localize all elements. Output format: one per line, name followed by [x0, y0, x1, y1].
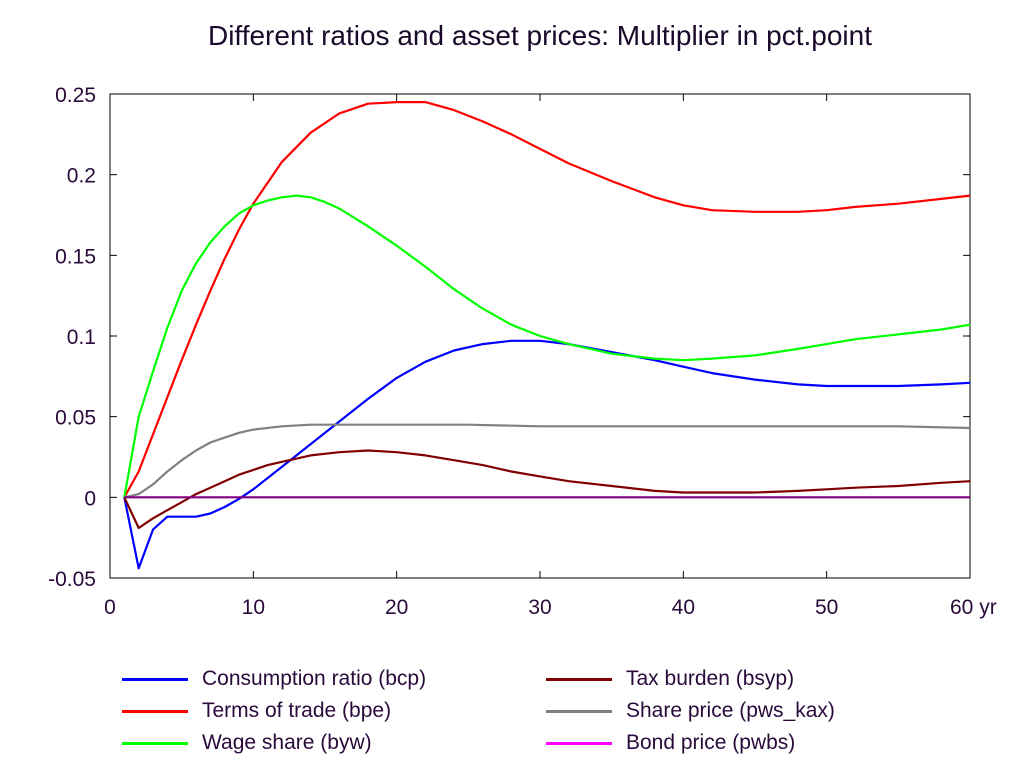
legend-label: Consumption ratio (bcp)	[202, 667, 427, 690]
x-tick-label: 60 yr	[950, 596, 997, 619]
x-tick-label: 30	[528, 596, 551, 619]
legend-item-tax-burden: Tax burden (bsyp)	[546, 664, 794, 694]
chart-ticks: -0.05 0 0.05 0.1 0.15 0.2 0.25 0 10 20 30 40 50 60 yr	[48, 84, 997, 619]
legend-swatch	[122, 709, 188, 713]
y-tick-label: 0.15	[55, 245, 96, 268]
series-line-tax-burden-bsyp	[123, 449, 971, 530]
legend-label: Tax burden (bsyp)	[626, 667, 795, 690]
legend-swatch	[546, 677, 612, 681]
y-tick-label: 0.2	[67, 165, 96, 188]
series-line-wage-share-byw	[123, 194, 971, 498]
chart-title: Different ratios and asset prices: Multi…	[207, 20, 872, 51]
series-line-share-price-pws-kax	[124, 423, 971, 499]
legend-label: Wage share (byw)	[202, 731, 372, 754]
legend-label: Bond price (pwbs)	[626, 731, 796, 754]
x-tick-label: 10	[242, 596, 265, 619]
legend-label: Terms of trade (bpe)	[202, 699, 392, 722]
y-tick-label: 0	[84, 487, 96, 510]
legend-item-terms-of-trade: Terms of trade (bpe)	[122, 696, 391, 726]
series-line-consumption-ratio-bcp	[123, 339, 971, 570]
x-tick-label: 20	[385, 596, 408, 619]
line-chart: -0.05 0 0.05 0.1 0.15 0.2 0.25 0 10 20 30 40 50 60 yr	[48, 84, 997, 619]
x-tick-label: 40	[672, 596, 695, 619]
y-tick-label: 0.25	[55, 84, 96, 107]
x-tick-label: 50	[815, 596, 838, 619]
legend-item-share-price: Share price (pws_kax)	[546, 696, 835, 726]
y-tick-label: -0.05	[48, 568, 96, 591]
legend-label: Share price (pws_kax)	[626, 699, 835, 722]
chart-series	[123, 101, 971, 570]
legend-swatch	[546, 709, 612, 713]
legend-item-wage-share: Wage share (byw)	[122, 728, 372, 758]
legend-item-bond-price: Bond price (pwbs)	[546, 728, 795, 758]
series-line-terms-of-trade-bpe	[123, 101, 971, 498]
x-tick-label: 0	[104, 596, 116, 619]
y-tick-label: 0.05	[55, 407, 96, 430]
chart-legend: Consumption ratio (bcp) Terms of trade (…	[0, 660, 1024, 770]
legend-swatch	[546, 741, 612, 745]
legend-swatch	[122, 741, 188, 745]
legend-item-consumption-ratio: Consumption ratio (bcp)	[122, 664, 426, 694]
legend-swatch	[122, 677, 188, 681]
y-tick-label: 0.1	[67, 326, 96, 349]
